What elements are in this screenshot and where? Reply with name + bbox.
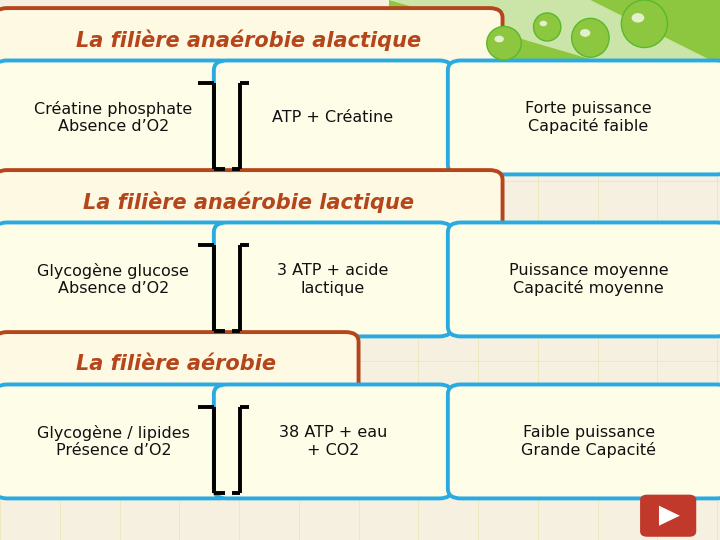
FancyBboxPatch shape — [448, 222, 720, 336]
Ellipse shape — [534, 13, 561, 41]
Text: La filière aérobie: La filière aérobie — [76, 354, 276, 374]
Text: Créatine phosphate
Absence d’O2: Créatine phosphate Absence d’O2 — [35, 101, 192, 134]
Ellipse shape — [580, 29, 590, 37]
Text: Puissance moyenne
Capacité moyenne: Puissance moyenne Capacité moyenne — [509, 262, 668, 296]
FancyBboxPatch shape — [0, 60, 233, 174]
Ellipse shape — [572, 18, 609, 57]
FancyBboxPatch shape — [214, 60, 452, 174]
Text: 38 ATP + eau
+ CO2: 38 ATP + eau + CO2 — [279, 426, 387, 458]
Text: Faible puissance
Grande Capacité: Faible puissance Grande Capacité — [521, 424, 656, 458]
Text: Glycogène glucose
Absence d’O2: Glycogène glucose Absence d’O2 — [37, 263, 189, 296]
Text: ATP + Créatine: ATP + Créatine — [272, 110, 394, 125]
Ellipse shape — [487, 26, 521, 60]
FancyBboxPatch shape — [640, 495, 696, 537]
FancyBboxPatch shape — [214, 222, 452, 336]
Ellipse shape — [495, 36, 504, 42]
Ellipse shape — [621, 0, 667, 48]
Polygon shape — [389, 0, 720, 97]
Ellipse shape — [631, 13, 644, 23]
FancyBboxPatch shape — [0, 384, 233, 498]
Text: La filière anaérobie alactique: La filière anaérobie alactique — [76, 29, 421, 51]
Polygon shape — [389, 0, 720, 65]
FancyBboxPatch shape — [0, 222, 233, 336]
FancyBboxPatch shape — [214, 384, 452, 498]
Polygon shape — [659, 505, 680, 526]
Text: Forte puissance
Capacité faible: Forte puissance Capacité faible — [526, 100, 652, 134]
FancyBboxPatch shape — [0, 332, 359, 396]
Text: La filière anaérobie lactique: La filière anaérobie lactique — [83, 191, 414, 213]
FancyBboxPatch shape — [0, 170, 503, 234]
FancyBboxPatch shape — [448, 384, 720, 498]
Text: Glycogène / lipides
Présence d’O2: Glycogène / lipides Présence d’O2 — [37, 425, 190, 458]
Text: 3 ATP + acide
lactique: 3 ATP + acide lactique — [277, 263, 389, 295]
FancyBboxPatch shape — [0, 8, 503, 72]
Ellipse shape — [539, 21, 547, 26]
FancyBboxPatch shape — [448, 60, 720, 174]
